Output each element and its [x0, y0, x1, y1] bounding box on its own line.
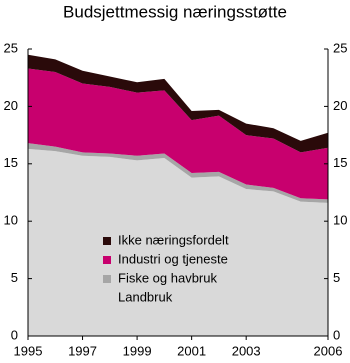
legend-label: Industri og tjeneste	[118, 251, 228, 266]
legend-swatch	[103, 256, 111, 264]
area	[28, 54, 328, 153]
y2-tick-label: 15	[333, 155, 347, 170]
chart-title: Budsjettmessig næringsstøtte	[63, 2, 287, 21]
y2-tick-label: 20	[333, 98, 347, 113]
y-tick-label: 25	[4, 40, 18, 55]
legend-label: Fiske og havbruk	[118, 270, 217, 285]
x-tick-label: 1997	[68, 343, 97, 358]
y-tick-label: 20	[4, 98, 18, 113]
y2-tick-label: 25	[333, 40, 347, 55]
y-tick-label: 15	[4, 155, 18, 170]
y-tick-label: 0	[11, 327, 18, 342]
x-tick-label: 1995	[14, 343, 43, 358]
y2-tick-label: 0	[333, 327, 340, 342]
y2-tick-label: 10	[333, 213, 347, 228]
legend-label: Ikke næringsfordelt	[118, 232, 229, 247]
legend-swatch	[103, 294, 111, 302]
y2-tick-label: 5	[333, 270, 340, 285]
x-tick-label: 1999	[123, 343, 152, 358]
legend-swatch	[103, 275, 111, 283]
y-tick-label: 5	[11, 270, 18, 285]
x-tick-label: 2003	[232, 343, 261, 358]
x-tick-label: 2001	[177, 343, 206, 358]
x-tick-label: 2006	[314, 343, 343, 358]
legend-label: Landbruk	[118, 289, 173, 304]
area	[28, 68, 328, 200]
legend-swatch	[103, 237, 111, 245]
y-tick-label: 10	[4, 213, 18, 228]
area	[28, 143, 328, 203]
area	[28, 148, 328, 336]
